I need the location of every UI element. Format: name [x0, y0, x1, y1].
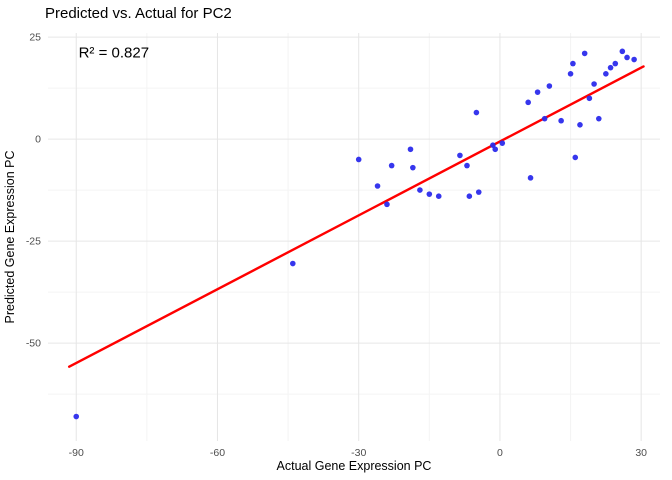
scatter-point	[525, 99, 531, 106]
scatter-point	[631, 56, 637, 63]
scatter-point	[490, 142, 496, 148]
scatter-point	[581, 50, 588, 57]
scatter-point	[290, 260, 296, 267]
scatter-point	[603, 71, 609, 77]
scatter-point	[612, 60, 619, 67]
r-squared-annotation: R² = 0.827	[79, 44, 149, 61]
scatter-point	[607, 64, 614, 71]
x-tick-label: -30	[351, 447, 366, 459]
scatter-point	[355, 156, 362, 163]
y-tick-label: -25	[26, 236, 41, 248]
x-tick-label: 30	[635, 447, 647, 459]
scatter-point	[570, 60, 576, 67]
scatter-point	[475, 189, 482, 195]
chart-title: Predicted vs. Actual for PC2	[45, 5, 232, 22]
scatter-point	[534, 89, 541, 95]
scatter-point	[546, 83, 553, 89]
scatter-point	[596, 115, 602, 122]
scatter-point	[473, 109, 480, 116]
scatter-point	[572, 154, 579, 161]
scatter-point	[426, 191, 433, 197]
scatter-point	[558, 117, 564, 124]
y-tick-label: 25	[29, 32, 41, 44]
scatter-point	[407, 146, 414, 153]
scatter-point	[527, 175, 534, 181]
scatter-point	[435, 193, 442, 199]
y-tick-label: 0	[35, 134, 41, 146]
scatter-point	[410, 164, 416, 171]
scatter-point	[466, 193, 473, 199]
scatter-point	[567, 71, 574, 77]
x-axis-title: Actual Gene Expression PC	[277, 459, 432, 473]
scatter-point	[586, 95, 593, 102]
scatter-point	[492, 146, 499, 153]
scatter-point	[374, 183, 381, 189]
y-tick-label: -50	[26, 338, 41, 350]
scatter-point	[417, 187, 423, 193]
scatter-point	[464, 162, 470, 169]
scatter-point	[73, 413, 80, 420]
x-tick-label: -60	[210, 447, 225, 459]
x-tick-label: -90	[69, 447, 84, 459]
scatter-point	[384, 201, 390, 208]
scatter-point	[388, 162, 395, 169]
scatter-point	[499, 140, 506, 146]
scatter-point	[541, 115, 548, 122]
x-tick-label: 0	[497, 447, 503, 459]
scatter-point	[577, 122, 583, 128]
y-axis-title: Predicted Gene Expression PC	[3, 150, 17, 323]
scatter-point	[591, 81, 597, 87]
scatter-point	[457, 152, 463, 159]
scatter-point	[619, 48, 626, 55]
regression-line	[67, 65, 645, 368]
scatter-point	[624, 54, 630, 61]
